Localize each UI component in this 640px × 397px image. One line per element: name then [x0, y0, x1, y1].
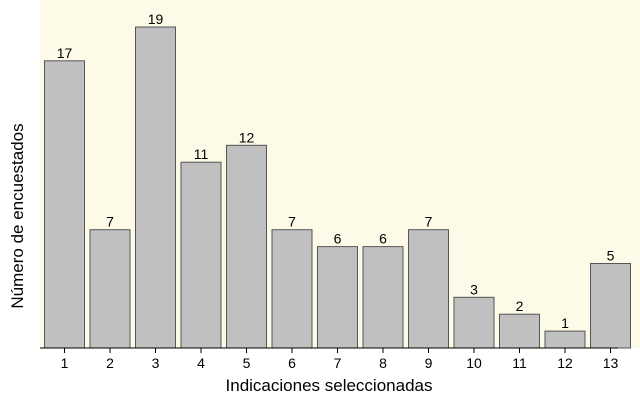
bar-value-label: 12: [239, 129, 255, 145]
bar-value-label: 19: [148, 11, 164, 27]
x-tick-label: 3: [152, 355, 160, 371]
x-tick-label: 2: [106, 355, 114, 371]
bar-1: [44, 60, 85, 349]
x-tick-label: 9: [425, 355, 433, 371]
bar-value-label: 3: [470, 281, 478, 297]
bar-8: [362, 246, 404, 349]
bar-13: [590, 263, 631, 349]
x-tick-label: 11: [512, 355, 527, 371]
bar-value-label: 2: [516, 298, 524, 314]
y-axis-label: Número de encuestados: [8, 123, 27, 308]
bar-value-label: 5: [607, 248, 615, 264]
x-ticks-group: 1 2 3 4 5 6 7 8 9 10 11 12 13: [61, 348, 619, 371]
bars-group: [44, 26, 631, 349]
bar-11: [499, 313, 540, 349]
bar-value-label: 6: [334, 231, 342, 247]
bar-4: [180, 161, 222, 349]
bar-value-label: 7: [425, 214, 433, 230]
bar-10: [453, 296, 495, 349]
x-tick-label: 6: [288, 355, 296, 371]
x-tick-label: 7: [334, 355, 342, 371]
bar-12: [544, 330, 586, 349]
x-tick-label: 12: [557, 355, 573, 371]
bar-7: [317, 246, 358, 349]
bar-value-label: 7: [106, 214, 114, 230]
bar-2: [89, 229, 131, 349]
x-tick-label: 5: [243, 355, 251, 371]
bar-value-label: 1: [561, 315, 569, 331]
bar-5: [226, 144, 267, 349]
x-tick-label: 10: [466, 355, 482, 371]
bar-value-label: 11: [194, 146, 209, 162]
x-tick-label: 4: [197, 355, 205, 371]
x-axis-label: Indicaciones seleccionadas: [226, 376, 433, 395]
bar-6: [271, 229, 313, 349]
bar-value-label: 17: [57, 45, 73, 61]
value-labels-group: 17 7 19 11 12 7 6 6 7 3 2 1 5: [57, 11, 615, 331]
x-tick-label: 1: [61, 355, 69, 371]
bar-value-label: 6: [379, 231, 387, 247]
bar-9: [408, 229, 449, 349]
x-tick-label: 13: [603, 355, 619, 371]
bar-value-label: 7: [288, 214, 296, 230]
bar-3: [135, 26, 176, 349]
x-tick-label: 8: [379, 355, 387, 371]
